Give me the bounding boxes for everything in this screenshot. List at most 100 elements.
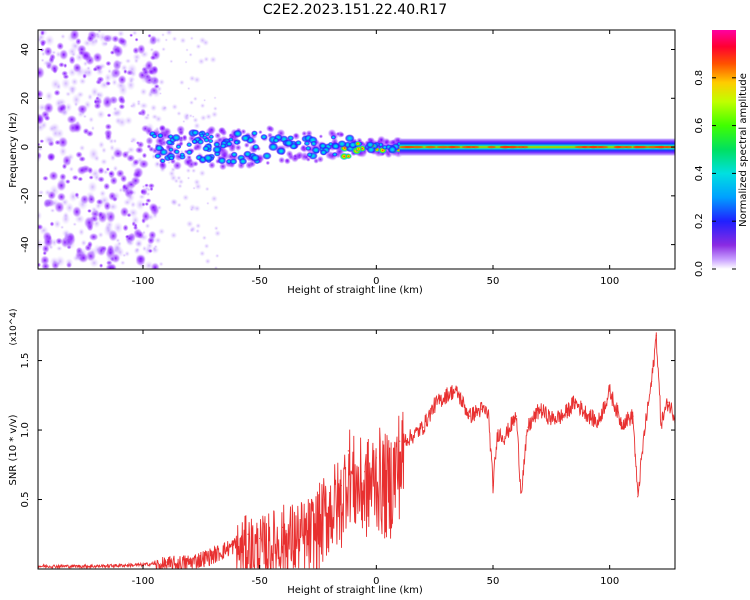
spectrogram-y-axis-label: Frequency (Hz) bbox=[8, 112, 19, 188]
spectrogram-noise-cell bbox=[80, 239, 88, 247]
spectrogram-noise-cell bbox=[141, 245, 147, 252]
spectrogram-noise-cell bbox=[71, 205, 82, 218]
spectrogram-noise-cell bbox=[73, 101, 79, 108]
x-tick-label: 50 bbox=[487, 576, 500, 587]
spectrogram-noise-cell bbox=[145, 198, 152, 204]
spectrogram-noise-cell bbox=[92, 66, 98, 72]
spectrogram-faint-cell bbox=[156, 204, 163, 211]
spectrogram-noise-cell bbox=[99, 195, 110, 206]
spectrogram-noise-cell bbox=[60, 33, 66, 40]
spectrogram-band-cell bbox=[191, 138, 198, 144]
spectrogram-noise-cell bbox=[72, 121, 83, 134]
spectrogram-noise-cell bbox=[139, 87, 148, 96]
spectrogram-noise-cell bbox=[97, 231, 104, 239]
spectrogram-band-halo bbox=[335, 131, 341, 137]
snr-data-point bbox=[399, 440, 401, 442]
snr-data-point bbox=[487, 412, 489, 414]
spectrogram-noise-cell bbox=[41, 262, 51, 269]
spectrogram-panel: -100 -50 0 50 100 -40 -20 0 20 40 Height of stra… bbox=[8, 29, 676, 296]
spectrogram-noise-cell bbox=[49, 122, 61, 133]
spectrogram-noise-cell bbox=[53, 89, 61, 97]
snr-data-point bbox=[165, 561, 167, 563]
spectrogram-noise-cell bbox=[149, 54, 157, 61]
spectrogram-band-cell bbox=[354, 145, 363, 153]
spectrogram-band-halo bbox=[217, 126, 226, 135]
spectrogram-noise-cell bbox=[124, 234, 130, 239]
spectrogram-faint-cell bbox=[214, 253, 220, 259]
spectrogram-band-halo bbox=[146, 144, 152, 149]
snr-y-ticks: 0.5 1.0 1.5 bbox=[20, 353, 675, 507]
spectrogram-faint-cell bbox=[160, 104, 169, 113]
snr-data-point bbox=[247, 533, 249, 535]
spectrogram-band-halo bbox=[208, 161, 216, 170]
spectrogram-noise-cell bbox=[66, 160, 71, 166]
spectrogram-noise-cell bbox=[88, 147, 100, 161]
spectrogram-noise-cell bbox=[130, 175, 141, 186]
spectrogram-noise-cell bbox=[133, 223, 138, 228]
spectrogram-noise-cell bbox=[53, 219, 62, 229]
spectrogram-noise-cell bbox=[149, 186, 154, 192]
spectrogram-noise-cell bbox=[39, 139, 45, 144]
spectrogram-noise-cell bbox=[125, 238, 133, 246]
snr-data-point bbox=[504, 436, 506, 438]
spectrogram-noise-cell bbox=[98, 80, 110, 90]
spectrogram-noise-cell bbox=[148, 202, 159, 213]
spectrogram-band-cell bbox=[330, 134, 337, 140]
x-tick-label: 0 bbox=[373, 276, 379, 287]
spectrogram-faint-cell bbox=[203, 243, 210, 250]
spectrogram-noise-cell bbox=[120, 260, 126, 266]
spectrogram-noise-cell bbox=[119, 206, 130, 218]
spectrogram-steady-line bbox=[399, 138, 675, 156]
spectrogram-band-cell bbox=[228, 137, 234, 142]
spectrogram-faint-cell bbox=[177, 183, 183, 189]
spectrogram-faint-cell bbox=[203, 98, 207, 102]
spectrogram-band-cell bbox=[306, 152, 313, 158]
spectrogram-noise-cell bbox=[54, 201, 65, 214]
spectrogram-noise-cell bbox=[105, 252, 116, 264]
spectrogram-noise-cell bbox=[108, 191, 117, 201]
spectrogram-noise-cell bbox=[149, 103, 158, 112]
spectrogram-noise-cell bbox=[133, 58, 139, 64]
spectrogram-noise-cell bbox=[44, 198, 53, 206]
spectrogram-faint-cell bbox=[169, 198, 178, 206]
spectrogram-line-peak bbox=[451, 145, 461, 149]
spectrogram-noise-cell bbox=[68, 55, 76, 65]
spectrogram-noise-cell bbox=[103, 182, 111, 191]
spectrogram-noise-cell bbox=[47, 152, 56, 162]
spectrogram-noise-cell bbox=[64, 102, 73, 113]
spectrogram-noise-cell bbox=[77, 176, 84, 182]
spectrogram-noise-cell bbox=[107, 202, 119, 212]
spectrogram-noise-cell bbox=[122, 224, 129, 232]
spectrogram-band-cell bbox=[168, 147, 174, 152]
snr-data-point bbox=[492, 485, 494, 487]
spectrogram-band-cell bbox=[202, 145, 210, 152]
spectrogram-line-peak bbox=[581, 145, 588, 149]
spectrogram-faint-cell bbox=[192, 186, 196, 190]
snr-x-ticks: -100 -50 0 50 100 bbox=[132, 330, 619, 587]
spectrogram-band-cell bbox=[171, 133, 182, 142]
spectrogram-noise-cell bbox=[42, 175, 49, 182]
spectrogram-noise-cell bbox=[100, 158, 108, 166]
spectrogram-band-cell bbox=[354, 141, 362, 147]
spectrogram-line-peak bbox=[461, 145, 471, 149]
x-tick-label: 0 bbox=[373, 576, 379, 587]
spectrogram-noise-cell bbox=[60, 77, 71, 90]
spectrogram-noise-cell bbox=[139, 110, 144, 116]
snr-data-point bbox=[550, 418, 552, 420]
spectrogram-faint-cell bbox=[154, 36, 162, 45]
spectrogram-band-cell bbox=[365, 140, 375, 149]
spectrogram-noise-cell bbox=[105, 167, 110, 172]
spectrogram-faint-cell bbox=[159, 92, 163, 96]
colorbar-gradient bbox=[712, 30, 736, 269]
snr-data-point bbox=[445, 394, 447, 396]
spectrogram-noise-cell bbox=[82, 114, 88, 119]
spectrogram-noise-cell bbox=[76, 104, 88, 115]
spectrogram-noise-cell bbox=[65, 179, 71, 185]
spectrogram-band-cell bbox=[168, 155, 175, 161]
spectrogram-line-peak bbox=[507, 145, 517, 149]
snr-data-point bbox=[651, 380, 653, 383]
spectrogram-faint-cell bbox=[188, 52, 193, 57]
spectrogram-noise-cell bbox=[45, 58, 55, 70]
spectrogram-band-cell bbox=[217, 156, 227, 165]
spectrogram-band-cell bbox=[319, 149, 328, 156]
